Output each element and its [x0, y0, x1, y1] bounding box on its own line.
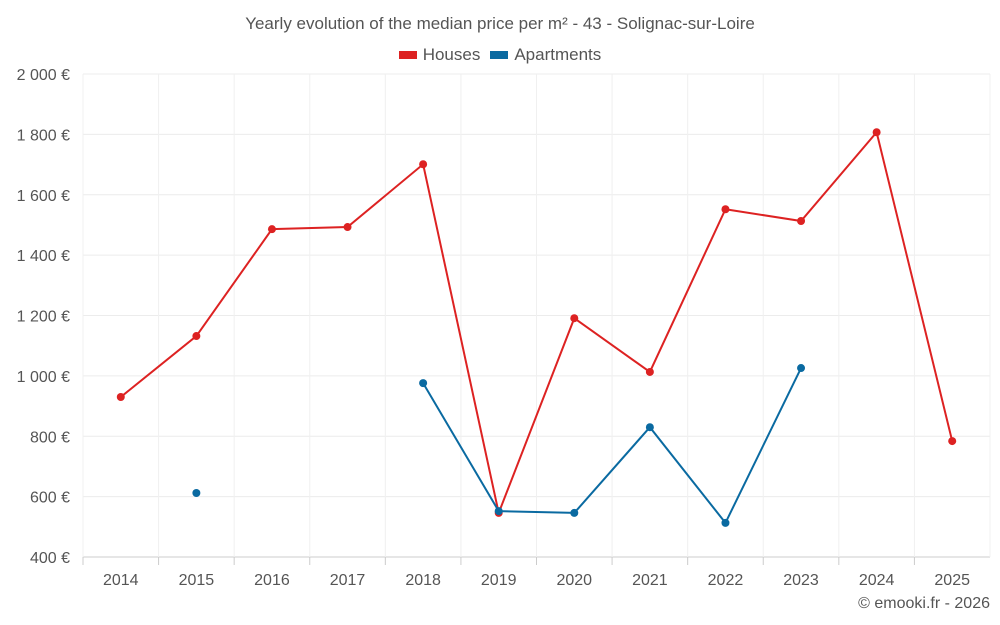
x-tick-label: 2014 [103, 572, 139, 589]
data-point-houses [419, 160, 428, 169]
credit: © emooki.fr - 2026 [858, 595, 990, 612]
legend-item-houses[interactable]: Houses [398, 45, 481, 65]
data-point-houses [267, 225, 276, 234]
x-tick-label: 2024 [859, 572, 895, 589]
data-point-houses [116, 393, 125, 402]
x-tick-label: 2025 [934, 572, 970, 589]
y-tick-label: 600 € [30, 490, 70, 507]
x-tick-label: 2015 [179, 572, 215, 589]
y-tick-label: 1 800 € [17, 127, 70, 144]
series-line-apartments [422, 367, 802, 525]
data-point-houses [948, 437, 957, 446]
y-tick-label: 1 600 € [17, 188, 70, 205]
data-point-apartments [419, 379, 428, 388]
y-tick-label: 2 000 € [17, 67, 70, 84]
y-tick-label: 1 200 € [17, 309, 70, 326]
y-tick-label: 400 € [30, 550, 70, 567]
y-tick-label: 800 € [30, 429, 70, 446]
y-tick-label: 1 000 € [17, 369, 70, 386]
data-point-apartments [797, 364, 806, 373]
legend-item-apartments[interactable]: Apartments [490, 45, 601, 65]
x-tick-label: 2017 [330, 572, 366, 589]
legend-label-houses: Houses [422, 45, 481, 64]
data-point-houses [343, 223, 352, 232]
y-tick-label: 1 400 € [17, 248, 70, 265]
data-point-houses [192, 332, 201, 341]
legend: Houses Apartments [0, 45, 1000, 65]
data-point-houses [570, 314, 579, 323]
data-point-apartments [570, 508, 579, 517]
x-tick-label: 2016 [254, 572, 290, 589]
x-tick-label: 2022 [708, 572, 744, 589]
data-point-apartments [721, 518, 730, 527]
legend-label-apartments: Apartments [514, 45, 602, 64]
data-point-apartments [494, 507, 503, 516]
legend-swatch-houses [398, 51, 417, 59]
chart-title: Yearly evolution of the median price per… [245, 14, 755, 33]
x-tick-label: 2021 [632, 572, 668, 589]
data-point-houses [872, 128, 881, 137]
data-point-houses [797, 217, 806, 226]
data-point-apartments [192, 489, 201, 498]
series-line-houses [120, 130, 954, 517]
x-tick-label: 2023 [783, 572, 819, 589]
x-tick-label: 2018 [405, 572, 441, 589]
x-tick-label: 2019 [481, 572, 517, 589]
x-tick-label: 2020 [556, 572, 592, 589]
data-point-houses [721, 205, 730, 214]
legend-swatch-apartments [490, 51, 509, 59]
data-point-apartments [645, 423, 654, 432]
data-point-houses [645, 367, 654, 376]
